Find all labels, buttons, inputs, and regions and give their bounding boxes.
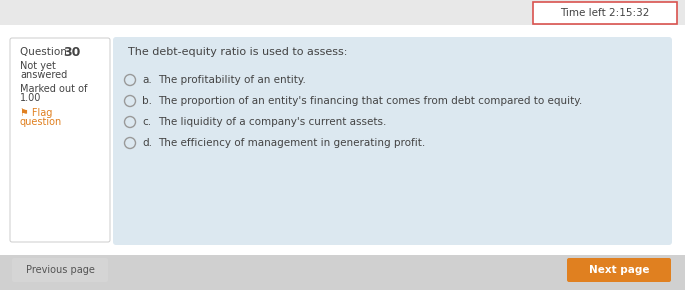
FancyBboxPatch shape: [533, 2, 677, 24]
Text: Not yet: Not yet: [20, 61, 56, 71]
Text: Question: Question: [20, 47, 70, 57]
FancyBboxPatch shape: [0, 255, 685, 290]
Text: a.: a.: [142, 75, 152, 85]
Text: The liquidity of a company's current assets.: The liquidity of a company's current ass…: [158, 117, 386, 127]
Text: The efficiency of management in generating profit.: The efficiency of management in generati…: [158, 138, 425, 148]
Text: Time left 2:15:32: Time left 2:15:32: [560, 8, 649, 18]
FancyBboxPatch shape: [0, 25, 685, 255]
FancyBboxPatch shape: [113, 37, 672, 245]
Text: 30: 30: [63, 46, 80, 59]
Text: b.: b.: [142, 96, 152, 106]
Text: c.: c.: [142, 117, 151, 127]
FancyBboxPatch shape: [10, 38, 110, 242]
Text: Next page: Next page: [588, 265, 649, 275]
Text: question: question: [20, 117, 62, 127]
Text: The profitability of an entity.: The profitability of an entity.: [158, 75, 306, 85]
FancyBboxPatch shape: [567, 258, 671, 282]
Text: ⚑ Flag: ⚑ Flag: [20, 108, 52, 118]
Text: Previous page: Previous page: [25, 265, 95, 275]
FancyBboxPatch shape: [12, 258, 108, 282]
Text: The proportion of an entity's financing that comes from debt compared to equity.: The proportion of an entity's financing …: [158, 96, 582, 106]
Text: Marked out of: Marked out of: [20, 84, 88, 94]
Text: The debt-equity ratio is used to assess:: The debt-equity ratio is used to assess:: [128, 47, 347, 57]
Text: d.: d.: [142, 138, 152, 148]
Text: answered: answered: [20, 70, 67, 80]
Text: 1.00: 1.00: [20, 93, 41, 103]
